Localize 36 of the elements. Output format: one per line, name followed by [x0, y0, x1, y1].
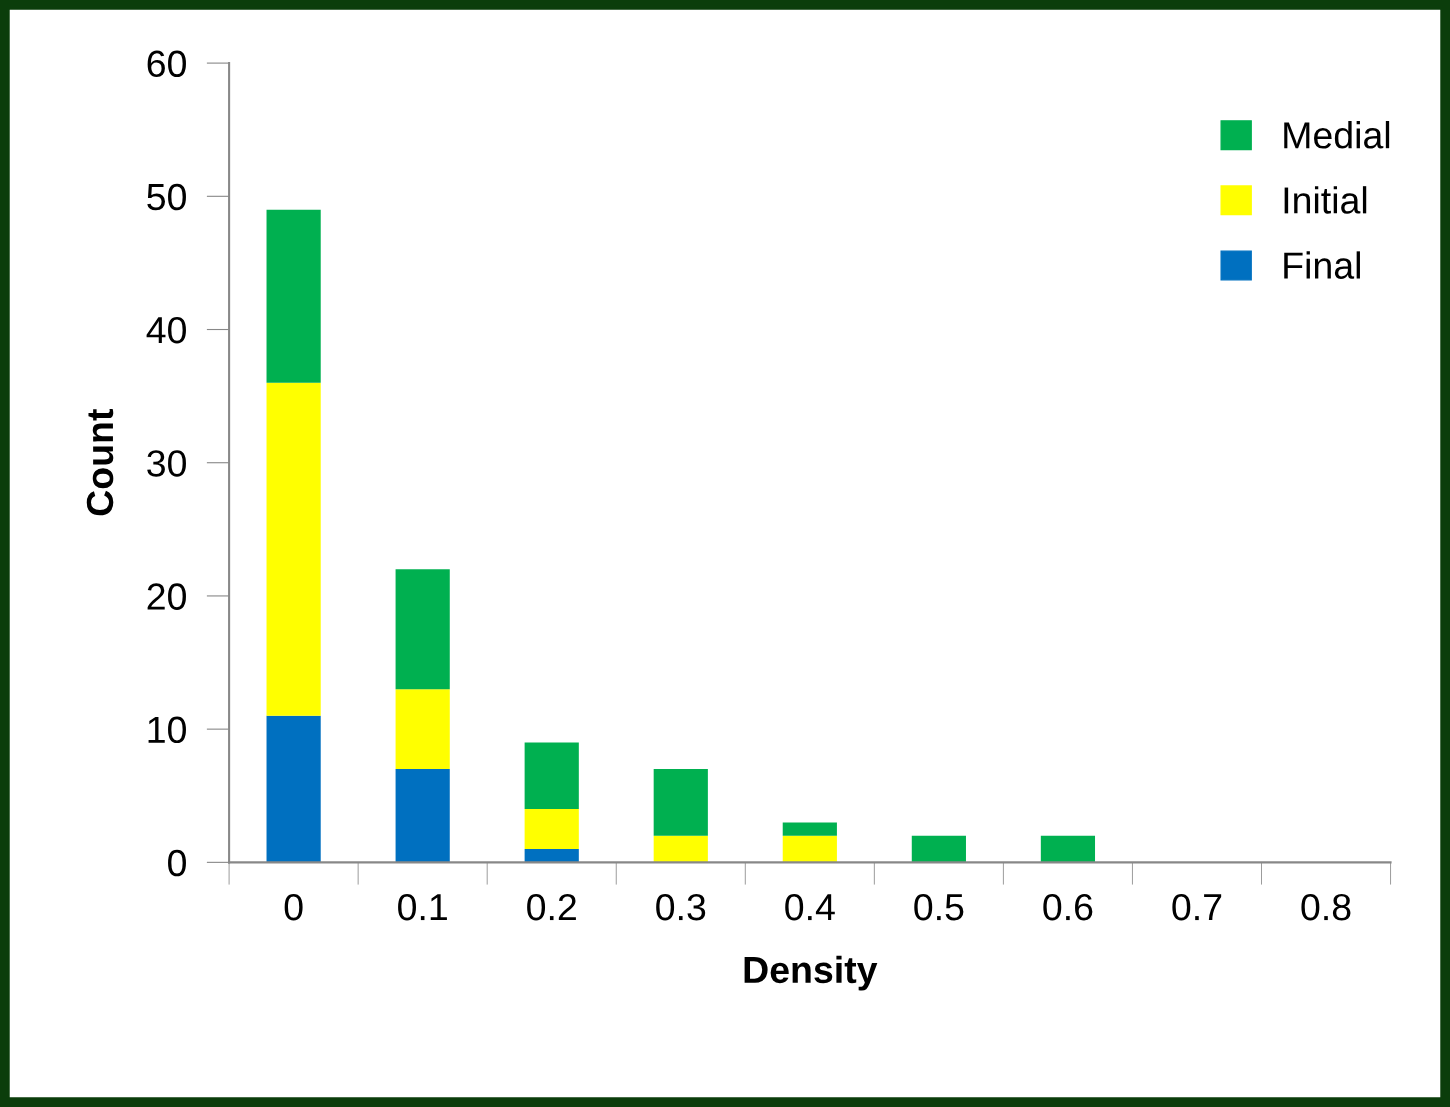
bar	[266, 382, 321, 716]
x-tick-label: 0.7	[1172, 893, 1222, 921]
y-tick-label: 20	[147, 583, 186, 610]
y-tick-label: 60	[147, 50, 186, 78]
y-tick-label: 10	[148, 716, 186, 744]
bar	[524, 809, 579, 850]
y-tick-label: 30	[147, 450, 186, 477]
x-tick-label: 0.5	[914, 893, 964, 921]
bar	[782, 835, 837, 863]
legend-label: Medial	[1284, 121, 1390, 149]
x-tick-label: 0.2	[527, 893, 576, 921]
bar	[395, 689, 450, 770]
bar	[653, 769, 708, 836]
y-axis-title: Count	[86, 409, 114, 516]
legend-label: Initial	[1284, 186, 1367, 214]
bar	[524, 849, 579, 863]
y-tick-label: 0	[168, 849, 186, 877]
bar	[395, 569, 450, 690]
x-tick-label: 0.6	[1043, 893, 1093, 921]
x-tick-label: 0.3	[656, 893, 706, 921]
x-tick-label: 0	[284, 893, 303, 921]
bar	[653, 835, 708, 863]
y-tick-label: 40	[146, 316, 186, 344]
bar	[395, 769, 450, 863]
x-tick-label: 0.8	[1301, 893, 1351, 921]
bar	[1040, 835, 1096, 863]
y-tick-label: 50	[147, 183, 186, 211]
legend-label: Final	[1284, 251, 1360, 279]
bar	[782, 822, 837, 836]
bar	[524, 742, 579, 810]
x-axis-title: Density	[744, 955, 878, 991]
bar	[911, 835, 966, 863]
bar	[266, 209, 321, 383]
bar	[266, 715, 321, 863]
x-tick-label: 0.1	[398, 893, 447, 921]
x-tick-label: 0.4	[785, 893, 835, 921]
